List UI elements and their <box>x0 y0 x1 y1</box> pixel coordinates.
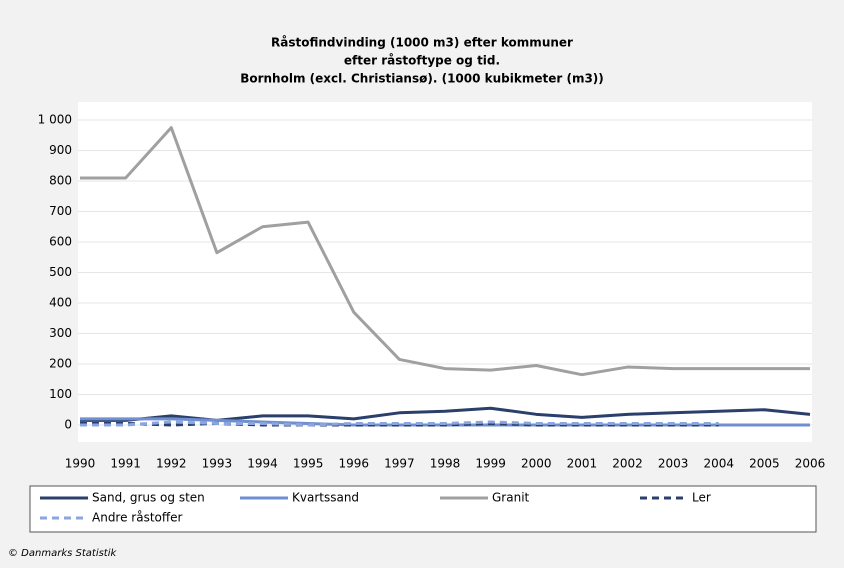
x-tick-label: 2005 <box>749 457 780 471</box>
chart-title: efter råstoftype og tid. <box>344 54 500 68</box>
y-tick-label: 0 <box>64 418 72 432</box>
x-tick-label: 2003 <box>658 457 689 471</box>
legend-label: Kvartssand <box>292 491 359 505</box>
x-tick-label: 1999 <box>475 457 506 471</box>
x-tick-label: 2004 <box>703 457 734 471</box>
x-tick-label: 1993 <box>202 457 233 471</box>
x-tick-label: 1997 <box>384 457 415 471</box>
series-line <box>80 420 719 427</box>
legend <box>29 485 817 533</box>
chart-title: Bornholm (excl. Christiansø). (1000 kubi… <box>240 72 604 86</box>
x-tick-label: 1994 <box>247 457 278 471</box>
y-tick-label: 1 000 <box>38 113 72 127</box>
x-tick-label: 1990 <box>65 457 96 471</box>
y-tick-label: 100 <box>49 387 72 401</box>
footer: © Danmarks Statistik <box>8 548 118 559</box>
x-tick-label: 1998 <box>430 457 461 471</box>
legend-label: Sand, grus og sten <box>92 491 205 505</box>
series-line <box>80 421 719 427</box>
x-tick-label: 2002 <box>612 457 643 471</box>
legend-label: Ler <box>692 491 711 505</box>
x-tick-label: 2000 <box>521 457 552 471</box>
y-tick-label: 900 <box>49 143 72 157</box>
x-tick-label: 1996 <box>338 457 369 471</box>
y-tick-label: 600 <box>49 235 72 249</box>
series-line <box>80 126 810 377</box>
y-tick-label: 400 <box>49 296 72 310</box>
x-tick-label: 1995 <box>293 457 324 471</box>
y-tick-label: 500 <box>49 265 72 279</box>
y-tick-label: 300 <box>49 326 72 340</box>
x-tick-label: 2006 <box>795 457 826 471</box>
x-tick-label: 1992 <box>156 457 187 471</box>
x-tick-label: 1991 <box>110 457 141 471</box>
chart-title: Råstofindvinding (1000 m3) efter kommune… <box>271 36 573 50</box>
legend-label: Andre råstoffer <box>92 511 183 525</box>
y-tick-label: 800 <box>49 174 72 188</box>
y-tick-label: 200 <box>49 357 72 371</box>
x-tick-label: 2001 <box>567 457 598 471</box>
y-tick-label: 700 <box>49 204 72 218</box>
legend-label: Granit <box>492 491 530 505</box>
